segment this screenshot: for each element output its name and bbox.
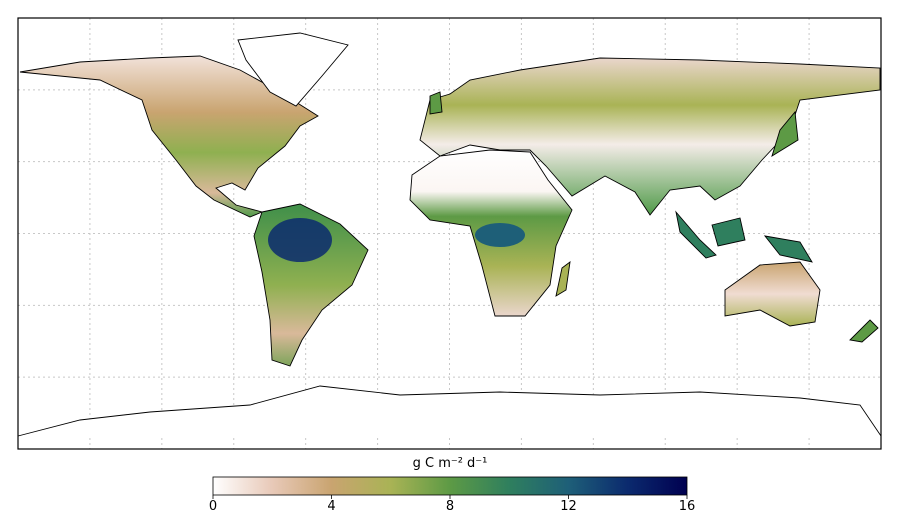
land — [17, 32, 882, 437]
map-border — [17, 17, 882, 450]
colorbar-tick-label: 0 — [209, 499, 217, 514]
colorbar-tick-label: 8 — [446, 499, 454, 514]
eurasia — [419, 57, 881, 216]
colorbar-tick-label: 12 — [560, 499, 577, 514]
antarctica — [17, 385, 882, 437]
uk — [429, 91, 443, 115]
greenland — [237, 32, 349, 107]
new-zealand — [849, 319, 879, 343]
north-america — [19, 55, 319, 218]
congo — [475, 223, 525, 247]
japan — [771, 110, 799, 158]
madagascar — [555, 260, 571, 297]
indonesia — [675, 210, 813, 263]
australia — [724, 261, 821, 327]
colorbar-label: g C m⁻² d⁻¹ — [413, 456, 488, 471]
colorbar-tick-label: 4 — [327, 499, 335, 514]
colorbar-tick-label: 16 — [679, 499, 696, 514]
colorbar — [212, 476, 688, 496]
amazon — [268, 218, 332, 262]
